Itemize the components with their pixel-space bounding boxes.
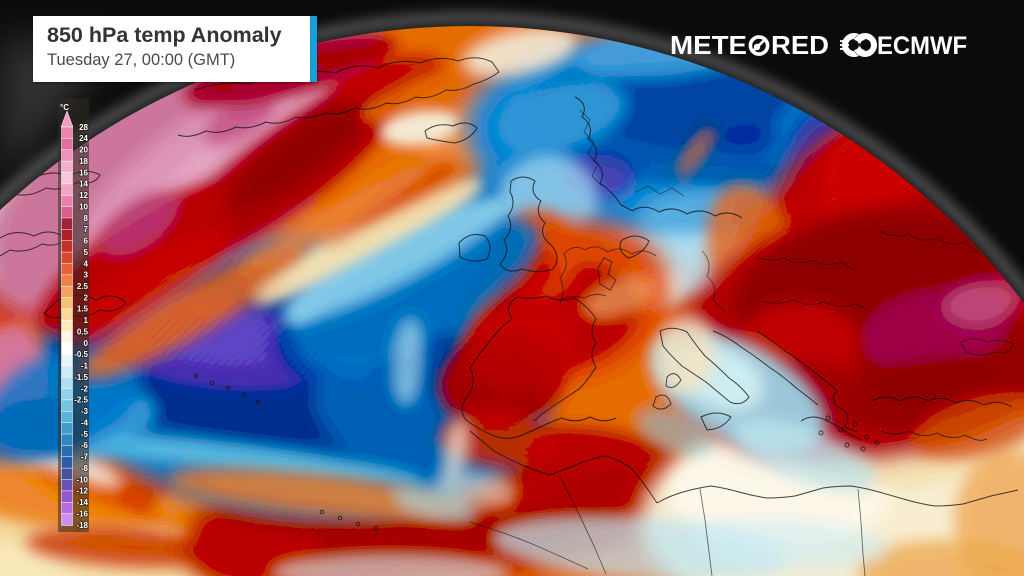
svg-text:2: 2: [84, 293, 89, 302]
svg-text:3: 3: [84, 271, 89, 280]
svg-text:6: 6: [84, 237, 89, 246]
svg-text:0.5: 0.5: [77, 328, 89, 337]
svg-text:-10: -10: [76, 475, 88, 484]
svg-text:8: 8: [84, 214, 89, 223]
svg-text:-16: -16: [76, 509, 88, 518]
svg-text:2.5: 2.5: [77, 282, 89, 291]
svg-text:0: 0: [84, 339, 89, 348]
svg-text:°C: °C: [60, 103, 69, 112]
svg-text:-8: -8: [81, 464, 89, 473]
svg-text:1: 1: [84, 316, 89, 325]
svg-text:-6: -6: [81, 441, 89, 450]
svg-text:-14: -14: [76, 498, 88, 507]
svg-text:10: 10: [79, 202, 88, 211]
svg-text:-18: -18: [76, 521, 88, 530]
svg-text:RED: RED: [771, 30, 829, 60]
svg-text:-7: -7: [81, 453, 89, 462]
svg-text:24: 24: [79, 134, 88, 143]
svg-text:12: 12: [79, 191, 88, 200]
svg-text:28: 28: [79, 123, 88, 132]
svg-text:5: 5: [84, 248, 89, 257]
svg-text:-5: -5: [81, 430, 89, 439]
svg-text:-3: -3: [81, 407, 89, 416]
svg-text:18: 18: [79, 157, 88, 166]
svg-text:-2: -2: [81, 384, 89, 393]
svg-text:-4: -4: [81, 419, 89, 428]
svg-text:ECMWF: ECMWF: [877, 32, 967, 60]
svg-text:4: 4: [84, 259, 89, 268]
svg-text:14: 14: [79, 180, 88, 189]
svg-text:7: 7: [84, 225, 89, 234]
svg-text:METE: METE: [670, 30, 747, 60]
svg-text:20: 20: [79, 146, 88, 155]
svg-text:16: 16: [79, 168, 88, 177]
svg-text:1.5: 1.5: [77, 305, 89, 314]
svg-text:-1.5: -1.5: [74, 373, 88, 382]
svg-text:-12: -12: [76, 487, 88, 496]
svg-text:-2.5: -2.5: [74, 396, 88, 405]
svg-text:-1: -1: [81, 362, 89, 371]
svg-text:-0.5: -0.5: [74, 350, 88, 359]
